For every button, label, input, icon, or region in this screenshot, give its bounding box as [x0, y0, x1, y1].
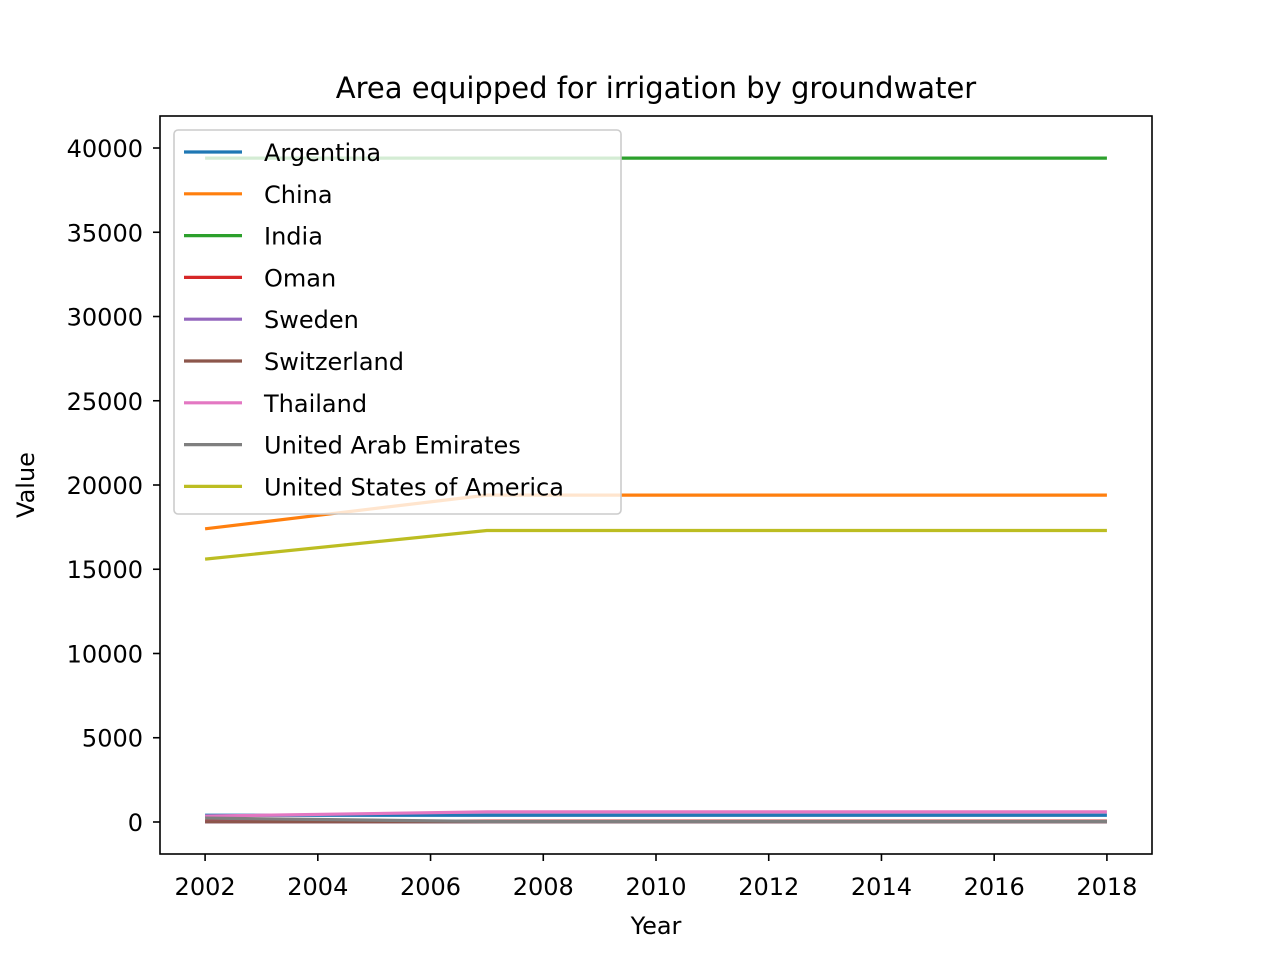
series-line-6 — [205, 810, 1107, 818]
legend-label: Thailand — [263, 390, 367, 418]
x-tick-label: 2006 — [400, 873, 461, 901]
legend: Argentina China India Oman Sweden Switzerland… — [173, 129, 622, 515]
y-tick-label: 35000 — [67, 219, 143, 247]
y-tick-label: 0 — [128, 809, 143, 837]
legend-label: United States of America — [264, 473, 564, 501]
x-tick-label: 2004 — [287, 873, 348, 901]
legend-box — [173, 129, 622, 515]
y-tick-label: 5000 — [82, 725, 143, 753]
series-line-7 — [205, 816, 1107, 824]
legend-label: China — [264, 181, 333, 209]
y-tick-label: 20000 — [67, 472, 143, 500]
series-line-8 — [204, 528, 1107, 561]
y-axis: 0 5000 10000 15000 20000 25000 30000 35000 40000 — [67, 135, 160, 837]
y-tick-label: 15000 — [67, 556, 143, 584]
y-tick-label: 30000 — [67, 304, 143, 332]
y-tick-label: 10000 — [67, 640, 143, 668]
x-tick-label: 2012 — [738, 873, 799, 901]
legend-label: Sweden — [264, 306, 359, 334]
legend-label: Oman — [264, 264, 336, 292]
x-tick-label: 2018 — [1076, 873, 1137, 901]
x-tick-label: 2010 — [625, 873, 686, 901]
x-tick-label: 2008 — [513, 873, 574, 901]
x-tick-label: 2016 — [964, 873, 1025, 901]
legend-label: United Arab Emirates — [264, 432, 521, 460]
legend-label: India — [264, 223, 323, 251]
legend-label: Switzerland — [264, 348, 404, 376]
chart-title: Area equipped for irrigation by groundwa… — [336, 71, 977, 105]
x-tick-label: 2002 — [175, 873, 236, 901]
y-tick-label: 40000 — [67, 135, 143, 163]
x-tick-label: 2014 — [851, 873, 912, 901]
x-axis-label: Year — [630, 912, 682, 940]
y-axis-label: Value — [12, 452, 40, 518]
y-tick-label: 25000 — [67, 388, 143, 416]
legend-label: Argentina — [264, 139, 381, 167]
x-axis: 2002 2004 2006 2008 2010 2012 2014 2016 2018 — [175, 854, 1137, 901]
